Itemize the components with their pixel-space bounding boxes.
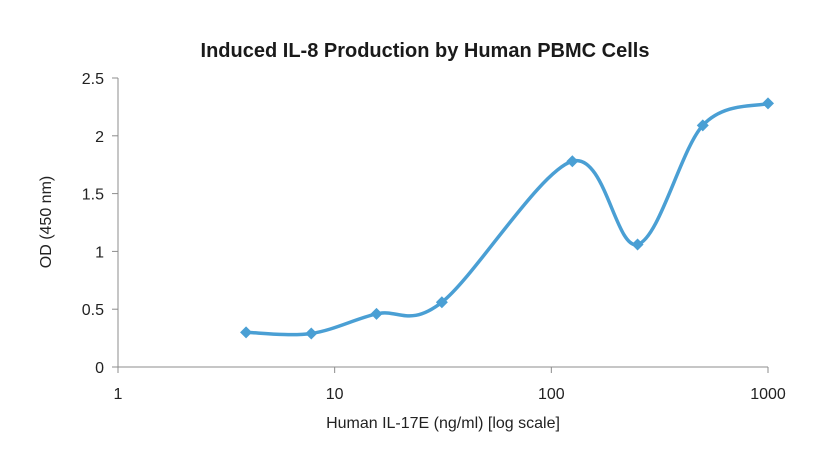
series-layer [240, 97, 774, 340]
y-tick-label: 2.5 [82, 71, 104, 88]
data-point [696, 119, 709, 132]
y-tick-label: 1.5 [82, 187, 104, 204]
x-tick-label: 100 [538, 386, 565, 403]
y-axis: 0 0.5 1 1.5 2 2.5 [82, 71, 119, 377]
x-tick-label: 10 [326, 386, 344, 403]
y-tick-label: 1 [95, 244, 104, 261]
data-point [762, 97, 774, 110]
y-tick-label: 2 [95, 129, 104, 146]
data-point [566, 155, 579, 168]
data-point [370, 307, 383, 320]
series-line [244, 101, 770, 337]
y-tick-label: 0.5 [82, 302, 104, 319]
chart-title: Induced IL-8 Production by Human PBMC Ce… [201, 40, 650, 62]
y-axis-label: OD (450 nm) [38, 176, 55, 268]
x-tick-label: 1 [114, 386, 123, 403]
x-axis-label: Human IL-17E (ng/ml) [log scale] [326, 415, 560, 432]
y-tick-label: 0 [95, 360, 104, 377]
x-tick-label: 1000 [750, 386, 786, 403]
data-point [435, 296, 448, 309]
data-point [240, 326, 253, 339]
data-point [631, 238, 644, 251]
data-point [305, 327, 318, 340]
x-axis: 1 10 100 1000 [114, 366, 786, 403]
